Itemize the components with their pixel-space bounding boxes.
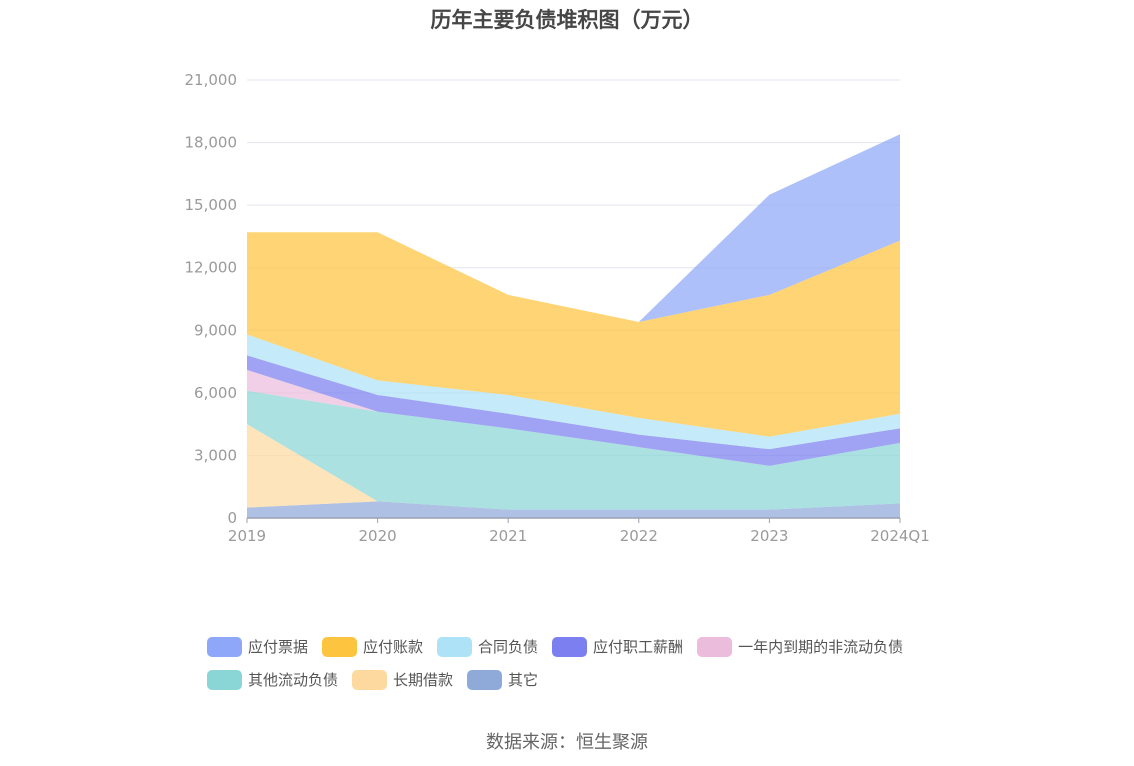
y-tick-label: 21,000 bbox=[185, 71, 238, 89]
x-tick-label: 2023 bbox=[750, 527, 788, 545]
legend-swatch bbox=[437, 636, 473, 657]
legend-item-其他流动负债[interactable]: 其他流动负债 bbox=[207, 669, 338, 690]
legend-item-一年内到期的非流动负债[interactable]: 一年内到期的非流动负债 bbox=[697, 636, 903, 657]
area-series-长期借款[interactable] bbox=[247, 424, 900, 510]
area-series-应付票据[interactable] bbox=[247, 134, 900, 322]
y-tick-label: 18,000 bbox=[185, 134, 238, 152]
area-layer bbox=[247, 134, 900, 518]
legend-label: 长期借款 bbox=[393, 671, 454, 689]
area-series-合同负债[interactable] bbox=[247, 334, 900, 450]
legend-label: 一年内到期的非流动负债 bbox=[738, 638, 904, 656]
legend: 应付票据 应付账款 合同负债 应付职工薪酬 一年内到期的非流动负债 其他流动负债… bbox=[207, 630, 947, 696]
legend-item-合同负债[interactable]: 合同负债 bbox=[437, 636, 538, 657]
legend-label: 其它 bbox=[508, 671, 539, 689]
axis-layer: 0 3,000 6,000 9,000 12,000 15,000 18,000 21,000… bbox=[185, 71, 930, 545]
legend-label: 应付票据 bbox=[248, 638, 309, 656]
legend-item-其它[interactable]: 其它 bbox=[467, 669, 538, 690]
y-tick-label: 12,000 bbox=[185, 259, 238, 277]
area-series-应付职工薪酬[interactable] bbox=[247, 355, 900, 466]
legend-item-应付票据[interactable]: 应付票据 bbox=[207, 636, 308, 657]
legend-item-长期借款[interactable]: 长期借款 bbox=[352, 669, 453, 690]
legend-swatch bbox=[697, 636, 733, 657]
legend-item-应付职工薪酬[interactable]: 应付职工薪酬 bbox=[552, 636, 683, 657]
chart-title: 历年主要负债堆积图（万元） bbox=[430, 8, 704, 32]
legend-label: 其他流动负债 bbox=[248, 671, 339, 689]
legend-swatch bbox=[207, 669, 242, 690]
x-tick-label: 2021 bbox=[489, 527, 527, 545]
legend-label: 应付职工薪酬 bbox=[593, 638, 684, 656]
data-source-note: 数据来源：恒生聚源 bbox=[486, 732, 648, 753]
y-tick-label: 0 bbox=[227, 509, 237, 527]
legend-row-2: 其他流动负债 长期借款 其它 bbox=[207, 663, 947, 696]
y-tick-label: 15,000 bbox=[185, 196, 238, 214]
legend-swatch bbox=[207, 636, 242, 657]
x-tick-label: 2024Q1 bbox=[870, 527, 930, 545]
x-tick-label: 2019 bbox=[228, 527, 266, 545]
area-series-其他流动负债[interactable] bbox=[247, 390, 900, 510]
legend-row-1: 应付票据 应付账款 合同负债 应付职工薪酬 一年内到期的非流动负债 bbox=[207, 630, 947, 663]
area-series-其它[interactable] bbox=[247, 501, 900, 518]
area-series-应付账款[interactable] bbox=[247, 232, 900, 437]
y-tick-label: 3,000 bbox=[194, 446, 237, 464]
legend-swatch bbox=[467, 669, 503, 690]
legend-label: 应付账款 bbox=[363, 638, 424, 656]
legend-swatch bbox=[552, 636, 588, 657]
x-tick-label: 2020 bbox=[359, 527, 397, 545]
legend-swatch bbox=[352, 669, 388, 690]
legend-label: 合同负债 bbox=[478, 638, 539, 656]
y-tick-label: 6,000 bbox=[194, 384, 237, 402]
x-tick-label: 2022 bbox=[620, 527, 658, 545]
legend-swatch bbox=[322, 636, 358, 657]
y-tick-label: 9,000 bbox=[194, 321, 237, 339]
legend-item-应付账款[interactable]: 应付账款 bbox=[322, 636, 423, 657]
